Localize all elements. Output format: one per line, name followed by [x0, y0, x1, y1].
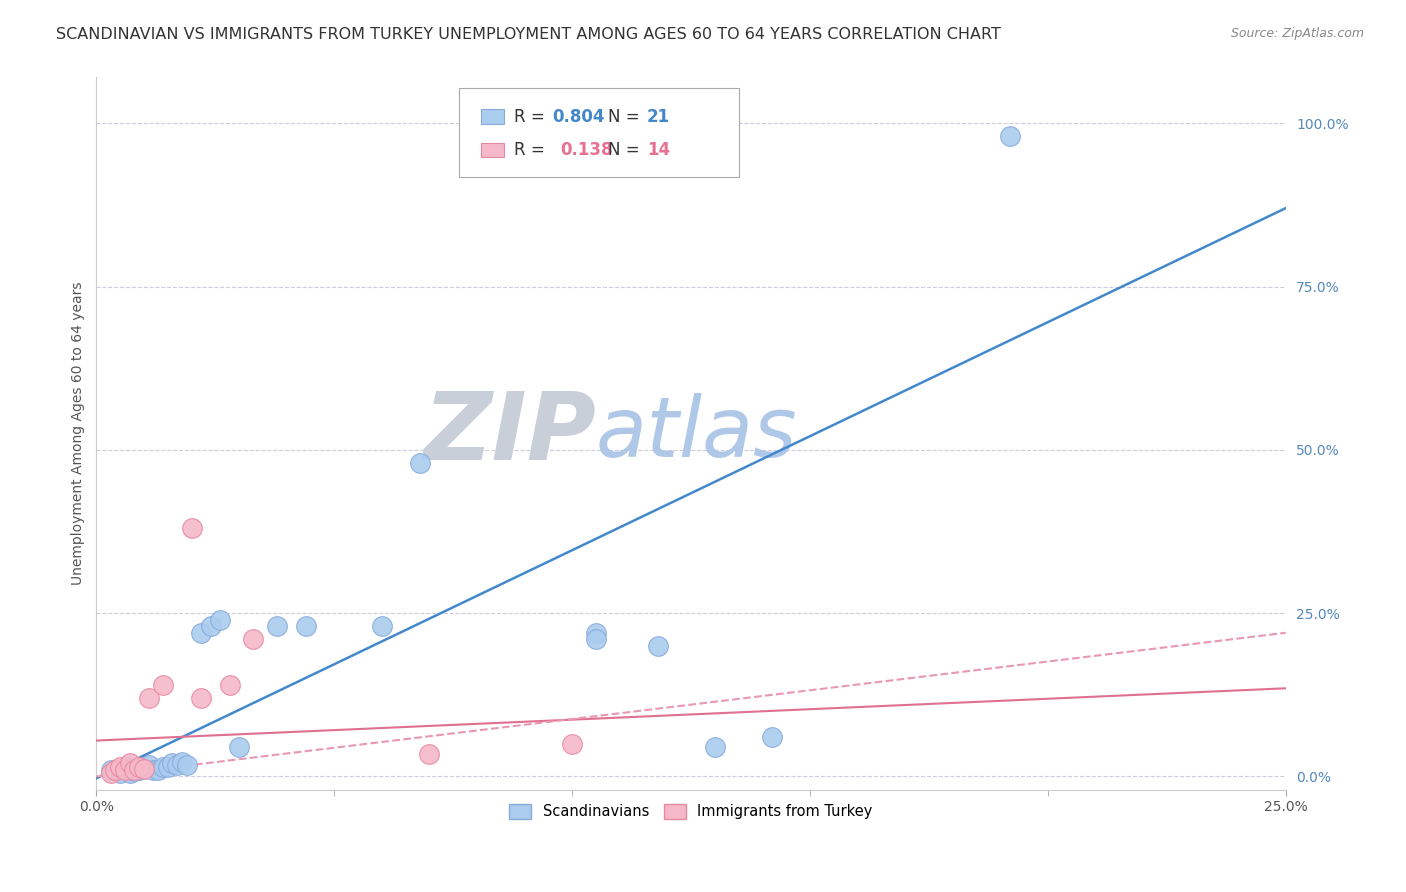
FancyBboxPatch shape [481, 143, 505, 157]
Point [104, 763, 127, 777]
Point [142, 763, 165, 777]
Point [128, 760, 150, 774]
Point [209, 613, 232, 627]
Y-axis label: Unemployment Among Ages 60 to 64 years: Unemployment Among Ages 60 to 64 years [72, 282, 86, 585]
Text: Source: ZipAtlas.com: Source: ZipAtlas.com [1230, 27, 1364, 40]
Point [418, 747, 440, 761]
Point [152, 760, 174, 774]
Text: 0.138: 0.138 [560, 141, 613, 159]
Text: atlas: atlas [596, 393, 797, 474]
Point [108, 766, 131, 780]
Point [242, 632, 264, 647]
Point [100, 763, 122, 777]
Point [266, 619, 288, 633]
Point [138, 691, 160, 706]
Text: R =: R = [513, 141, 555, 159]
Point [371, 619, 394, 633]
Point [132, 762, 155, 776]
Point [114, 763, 136, 777]
Point [170, 755, 193, 769]
Point [190, 625, 212, 640]
Text: 21: 21 [647, 108, 671, 126]
Point [114, 760, 136, 774]
FancyBboxPatch shape [460, 88, 738, 178]
Point [409, 456, 432, 470]
Point [128, 763, 150, 777]
Point [132, 762, 155, 776]
Point [118, 756, 141, 771]
Point [647, 639, 669, 653]
Text: N =: N = [607, 141, 645, 159]
Point [180, 521, 202, 535]
Text: 14: 14 [647, 141, 671, 159]
Point [176, 758, 198, 772]
Point [561, 737, 583, 751]
Point [152, 678, 174, 692]
Point [703, 740, 725, 755]
Point [190, 691, 212, 706]
Legend: Scandinavians, Immigrants from Turkey: Scandinavians, Immigrants from Turkey [503, 798, 879, 825]
Point [228, 740, 250, 755]
Point [118, 766, 141, 780]
Point [200, 619, 222, 633]
Point [124, 763, 146, 777]
FancyBboxPatch shape [481, 110, 505, 124]
Point [585, 632, 607, 647]
Point [138, 757, 160, 772]
Point [585, 625, 607, 640]
Point [761, 731, 783, 745]
Text: 0.804: 0.804 [553, 108, 605, 126]
Point [156, 760, 179, 774]
Point [100, 766, 122, 780]
Point [124, 764, 146, 779]
Point [294, 619, 316, 633]
Text: N =: N = [607, 108, 645, 126]
Point [166, 757, 188, 772]
Point [998, 129, 1021, 144]
Text: SCANDINAVIAN VS IMMIGRANTS FROM TURKEY UNEMPLOYMENT AMONG AGES 60 TO 64 YEARS CO: SCANDINAVIAN VS IMMIGRANTS FROM TURKEY U… [56, 27, 1001, 42]
Point [162, 756, 184, 771]
Point [108, 760, 131, 774]
Text: R =: R = [513, 108, 550, 126]
Point [218, 678, 240, 692]
Point [148, 763, 170, 777]
Text: ZIP: ZIP [423, 387, 596, 480]
